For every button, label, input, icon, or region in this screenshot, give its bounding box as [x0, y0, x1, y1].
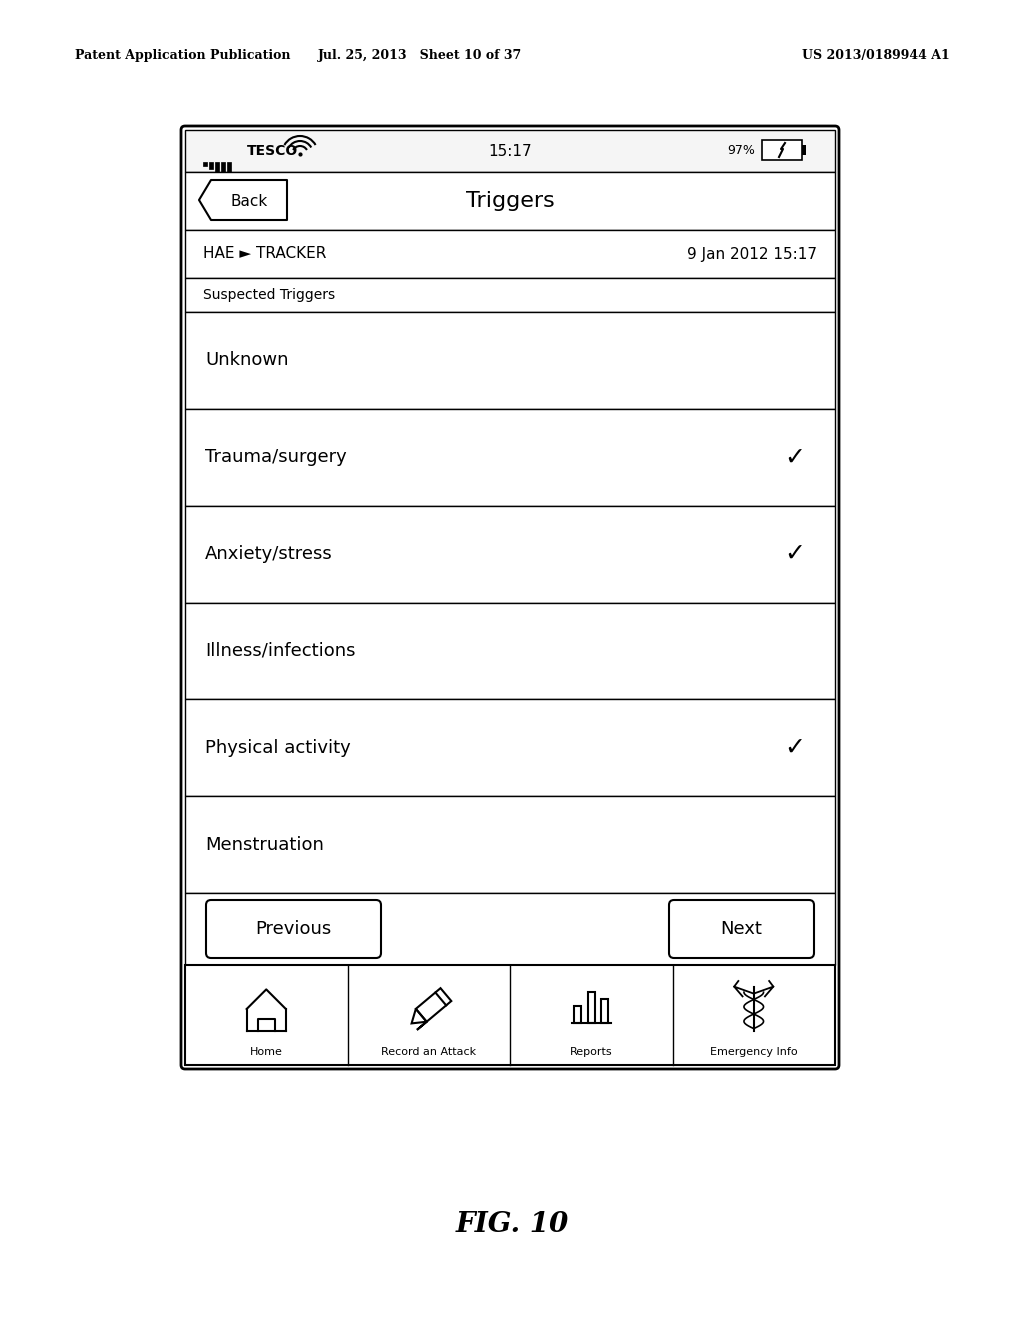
Text: Trauma/surgery: Trauma/surgery	[205, 449, 347, 466]
Text: 97%: 97%	[727, 144, 755, 157]
Text: ✓: ✓	[784, 543, 806, 566]
Text: Record an Attack: Record an Attack	[381, 1047, 476, 1057]
Text: Jul. 25, 2013   Sheet 10 of 37: Jul. 25, 2013 Sheet 10 of 37	[317, 49, 522, 62]
Text: US 2013/0189944 A1: US 2013/0189944 A1	[802, 49, 950, 62]
Bar	[203, 161, 207, 165]
Text: Previous: Previous	[255, 920, 332, 939]
Text: 15:17: 15:17	[488, 144, 531, 158]
Bar	[185, 700, 835, 796]
Text: 9 Jan 2012 15:17: 9 Jan 2012 15:17	[687, 247, 817, 261]
Bar	[215, 161, 219, 172]
Bar	[185, 312, 835, 409]
Text: FIG. 10: FIG. 10	[456, 1212, 568, 1238]
Bar	[185, 172, 835, 230]
Bar	[185, 409, 835, 506]
FancyBboxPatch shape	[669, 900, 814, 958]
Bar	[185, 796, 835, 894]
Bar	[185, 230, 835, 279]
Bar	[185, 965, 835, 1065]
Text: Suspected Triggers: Suspected Triggers	[203, 288, 335, 302]
Text: Illness/infections: Illness/infections	[205, 642, 355, 660]
Bar	[185, 602, 835, 700]
Bar	[227, 161, 231, 177]
Text: Unknown: Unknown	[205, 351, 289, 370]
Text: Menstruation: Menstruation	[205, 836, 324, 854]
Text: Emergency Info: Emergency Info	[710, 1047, 798, 1057]
Text: Physical activity: Physical activity	[205, 739, 351, 756]
Text: HAE ► TRACKER: HAE ► TRACKER	[203, 247, 327, 261]
FancyBboxPatch shape	[206, 900, 381, 958]
Text: Home: Home	[250, 1047, 283, 1057]
Bar	[209, 161, 213, 169]
Bar	[185, 894, 835, 965]
Bar	[802, 145, 806, 154]
Bar	[588, 993, 595, 1023]
Text: Triggers: Triggers	[466, 191, 554, 211]
Bar	[762, 140, 802, 160]
Text: TESCO: TESCO	[247, 144, 298, 158]
FancyBboxPatch shape	[181, 125, 839, 1069]
Bar	[185, 506, 835, 602]
Bar	[185, 279, 835, 312]
Text: Reports: Reports	[570, 1047, 612, 1057]
Text: Anxiety/stress: Anxiety/stress	[205, 545, 333, 564]
Bar	[601, 999, 608, 1023]
Text: ✓: ✓	[784, 445, 806, 469]
Text: Back: Back	[230, 194, 267, 209]
Text: Next: Next	[721, 920, 763, 939]
Bar	[185, 129, 835, 172]
Text: Patent Application Publication: Patent Application Publication	[75, 49, 291, 62]
Bar	[574, 1006, 582, 1023]
Bar	[221, 161, 225, 174]
Text: ✓: ✓	[784, 735, 806, 760]
